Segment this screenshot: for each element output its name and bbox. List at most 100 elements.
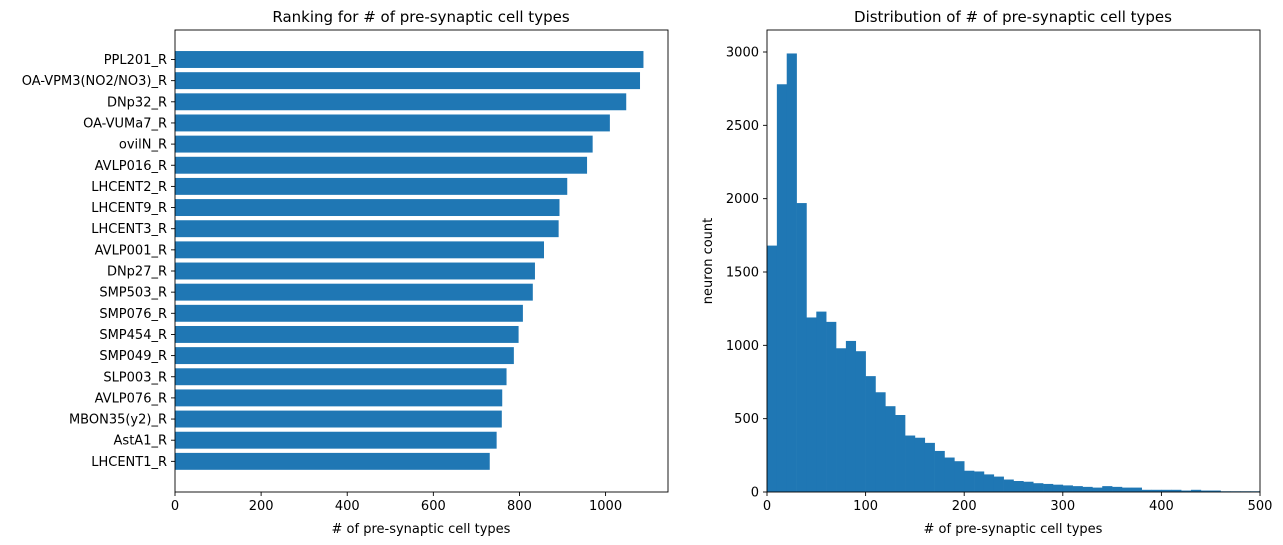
histogram-bar: [865, 376, 876, 492]
histogram-bar: [905, 435, 916, 492]
histogram-bar: [924, 442, 935, 492]
ranking-x-tick-label: 200: [249, 499, 274, 514]
histogram-bar: [885, 406, 896, 492]
distribution-plot-frame: [766, 29, 1261, 493]
ranking-bar: [175, 262, 535, 280]
histogram-bar: [1171, 489, 1182, 492]
histogram-bar: [1102, 486, 1113, 492]
histogram-bar: [776, 84, 788, 493]
histogram-bar: [1200, 490, 1211, 492]
ranking-bar: [175, 220, 559, 238]
histogram-bar: [806, 317, 817, 492]
histogram-bar: [1013, 481, 1024, 492]
ranking-bar: [175, 283, 533, 301]
histogram-bar: [1052, 484, 1064, 492]
distribution-chart: Distribution of # of pre-synaptic cell t…: [701, 8, 1272, 537]
histogram-bar: [1033, 483, 1044, 492]
ranking-category-label: SMP503_R: [99, 286, 167, 301]
histogram-bar: [934, 450, 945, 492]
histogram-bar: [914, 437, 926, 492]
ranking-bar: [175, 72, 641, 90]
ranking-x-ticks: 0 200 400 600 800 1000: [171, 492, 622, 514]
distribution-y-ticks: 0 500 1000 1500 2000 2500 3000: [726, 46, 767, 501]
ranking-x-tick-label: 1000: [589, 499, 622, 514]
histogram-bar: [1151, 489, 1162, 492]
histogram-bar: [1082, 486, 1093, 492]
ranking-category-label: SMP454_R: [99, 328, 167, 343]
ranking-category-label: PPL201_R: [104, 53, 167, 68]
ranking-category-label: LHCENT2_R: [91, 180, 167, 195]
distribution-chart-title: Distribution of # of pre-synaptic cell t…: [854, 8, 1172, 26]
histogram-bar: [1062, 485, 1073, 492]
ranking-bar: [175, 93, 627, 111]
ranking-category-label: AVLP016_R: [95, 159, 167, 174]
histogram-bar: [1112, 486, 1123, 492]
ranking-bar: [175, 51, 644, 68]
ranking-bar: [175, 304, 523, 322]
distribution-y-tick-label: 1000: [726, 339, 759, 354]
histogram-bar: [767, 245, 778, 492]
distribution-x-tick-label: 0: [763, 499, 771, 514]
ranking-category-label: AVLP076_R: [95, 391, 167, 406]
ranking-x-tick-label: 800: [507, 499, 532, 514]
histogram-bar: [993, 476, 1004, 492]
histogram-bar: [954, 461, 965, 492]
histogram-bar: [1181, 490, 1192, 492]
ranking-y-tick-labels: PPL201_R OA-VPM3(NO2/NO3)_R DNp32_R OA-VUMa…: [22, 53, 175, 470]
histogram-bar: [1003, 479, 1014, 492]
distribution-x-tick-label: 100: [853, 499, 878, 514]
distribution-y-tick-label: 3000: [726, 46, 759, 61]
ranking-category-label: MBON35(y2)_R: [69, 413, 167, 428]
distribution-x-tick-label: 400: [1149, 499, 1174, 514]
histogram-bar: [1131, 487, 1142, 492]
distribution-x-ticks: 0 100 200 300 400 500: [763, 492, 1272, 514]
histogram-bar: [845, 340, 857, 492]
histogram-bar: [895, 415, 906, 492]
ranking-category-label: SMP076_R: [99, 307, 167, 322]
histogram-bar: [875, 392, 886, 492]
ranking-category-label: SLP003_R: [103, 370, 167, 385]
histogram-bar: [1161, 489, 1172, 492]
histogram-bar: [1023, 481, 1034, 492]
histogram-bar: [1043, 483, 1054, 492]
ranking-category-label: DNp27_R: [107, 265, 167, 280]
ranking-chart: Ranking for # of pre-synaptic cell types…: [22, 8, 669, 537]
histogram-bar: [786, 53, 797, 492]
histogram-bar: [1092, 487, 1103, 492]
ranking-x-tick-label: 0: [171, 499, 179, 514]
histogram-bar: [944, 457, 955, 492]
ranking-bar: [175, 325, 519, 343]
ranking-category-label: LHCENT1_R: [91, 455, 167, 470]
distribution-y-tick-label: 1500: [726, 266, 759, 281]
histogram-bar: [836, 348, 847, 492]
histogram-bar: [1141, 489, 1152, 492]
ranking-bar: [175, 368, 507, 386]
ranking-category-label: AstA1_R: [114, 434, 167, 449]
histogram-bar: [1072, 486, 1083, 492]
distribution-y-tick-label: 0: [751, 486, 759, 501]
distribution-x-tick-label: 200: [952, 499, 977, 514]
ranking-bar: [175, 410, 502, 428]
distribution-x-axis-label: # of pre-synaptic cell types: [924, 522, 1103, 537]
ranking-x-axis-label: # of pre-synaptic cell types: [332, 522, 511, 537]
ranking-category-label: AVLP001_R: [95, 243, 167, 258]
distribution-y-tick-label: 2500: [726, 119, 759, 134]
ranking-bar: [175, 199, 560, 217]
histogram-bar: [1190, 489, 1202, 492]
histogram-bar: [826, 321, 837, 492]
ranking-bar: [175, 389, 503, 407]
histogram-bars: [767, 53, 1261, 493]
histogram-bar: [1121, 487, 1133, 492]
ranking-bar: [175, 431, 497, 449]
ranking-category-label: OA-VUMa7_R: [83, 116, 167, 131]
histogram-bar: [1210, 490, 1221, 492]
ranking-bar: [175, 177, 568, 195]
ranking-plot-frame: [174, 29, 669, 493]
ranking-bar: [175, 241, 544, 259]
histogram-bar: [796, 203, 807, 493]
ranking-category-label: SMP049_R: [99, 349, 167, 364]
distribution-y-axis-label: neuron count: [701, 218, 716, 305]
ranking-bar: [175, 347, 514, 365]
ranking-category-label: ovilN_R: [119, 138, 167, 153]
